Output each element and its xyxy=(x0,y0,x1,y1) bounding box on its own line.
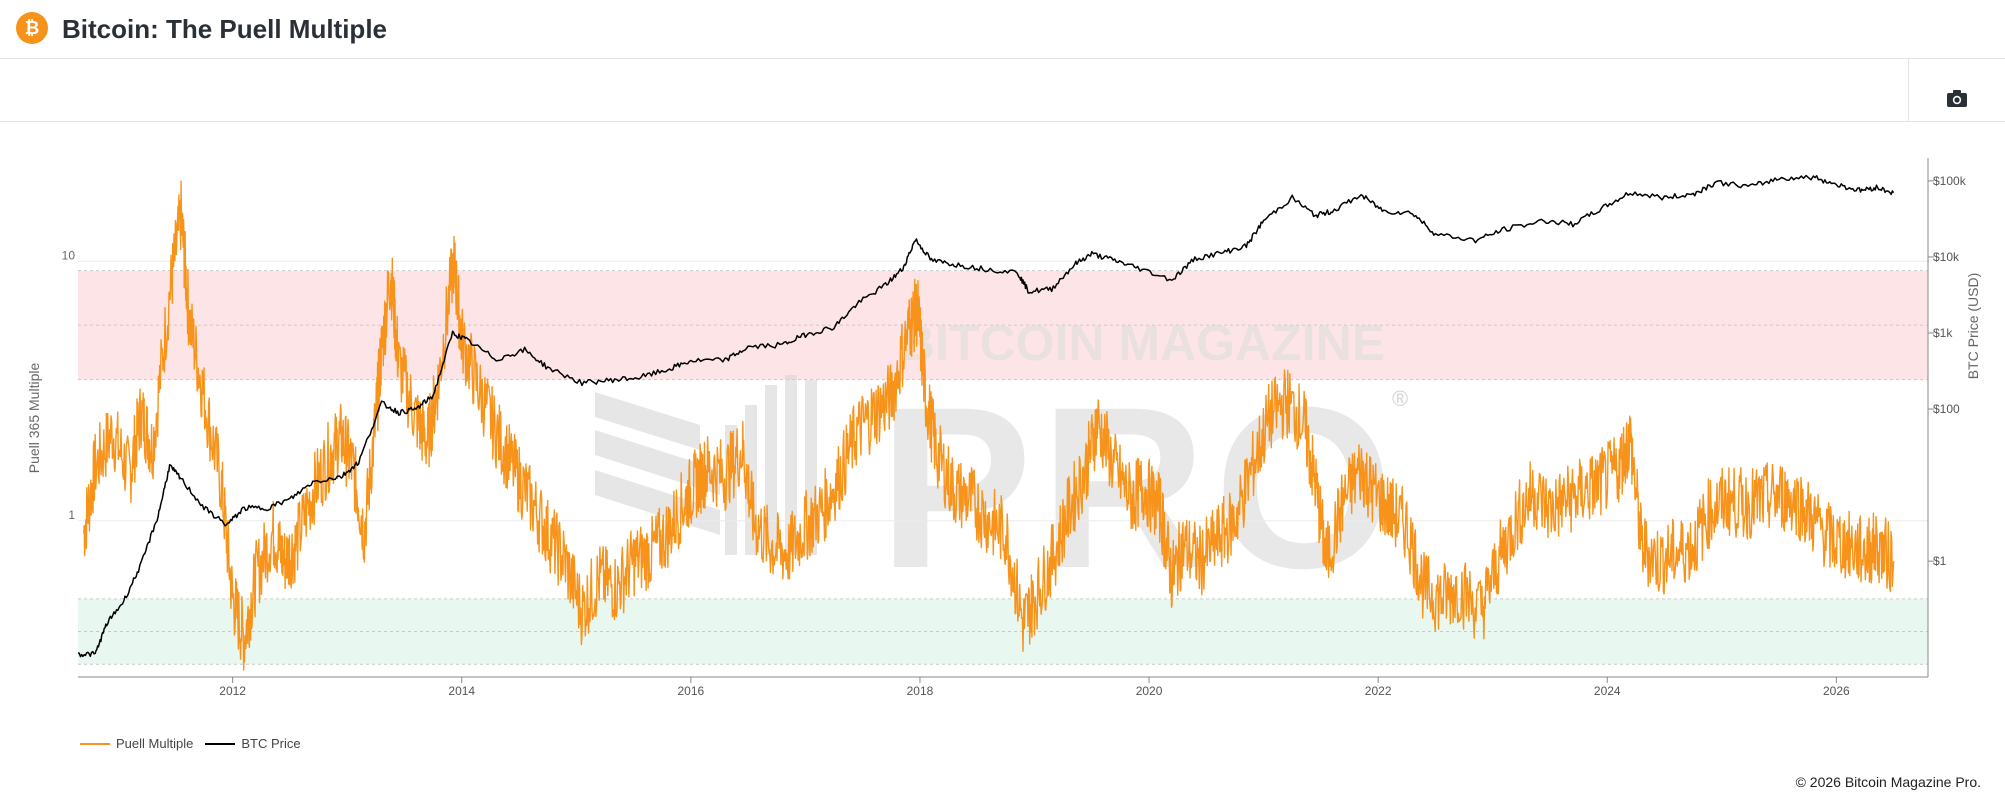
legend-swatch-btc-price xyxy=(205,742,236,745)
y-right-tick-label: $10k xyxy=(1933,250,1960,264)
x-tick-label: 2022 xyxy=(1365,684,1392,698)
series-line-btc-price xyxy=(77,174,1895,658)
y-axis-right-label: BTC Price (USD) xyxy=(1965,273,1981,380)
y-right-tick-label: $100k xyxy=(1933,174,1967,188)
puell-multiple-chart: BITCOIN MAGAZINE PRO ® 1 10 $1 $100 $1k $10k $… xyxy=(26,158,1981,698)
chart-toolbar xyxy=(0,59,2005,122)
x-tick-label: 2014 xyxy=(448,684,475,698)
y-right-tick-label: $100 xyxy=(1933,402,1960,416)
toolbar-divider xyxy=(1908,59,1909,121)
series-lines xyxy=(77,174,1895,671)
axes: 1 10 $1 $100 $1k $10k $100k 2012 2014 2016 2018 202… xyxy=(62,158,1967,698)
x-tick-label: 2024 xyxy=(1594,684,1621,698)
legend-item-puell[interactable]: Puell Multiple xyxy=(80,736,193,751)
page-header: ₿ Bitcoin: The Puell Multiple xyxy=(0,0,2005,59)
x-tick-label: 2026 xyxy=(1823,684,1850,698)
legend-label-puell: Puell Multiple xyxy=(116,736,194,751)
watermark-logo-icon xyxy=(595,375,817,555)
legend-swatch-puell xyxy=(80,742,110,745)
x-tick-label: 2018 xyxy=(907,684,934,698)
y-axis-left-label: Puell 365 Multiple xyxy=(26,363,42,474)
zone-bands xyxy=(78,270,1928,665)
bitcoin-logo-icon: ₿ xyxy=(16,12,48,44)
y-left-tick-label: 1 xyxy=(68,508,75,522)
y-left-tick-label: 10 xyxy=(62,248,76,262)
watermark-line1: BITCOIN MAGAZINE xyxy=(899,315,1385,371)
x-tick-label: 2020 xyxy=(1136,684,1163,698)
legend-item-btc-price[interactable]: BTC Price xyxy=(205,736,301,751)
camera-icon[interactable] xyxy=(1946,88,1968,108)
legend-label-btc-price: BTC Price xyxy=(241,736,301,751)
series-line-puell-multiple xyxy=(83,180,1895,671)
watermark: BITCOIN MAGAZINE PRO ® xyxy=(595,315,1408,616)
chart-legend: Puell Multiple BTC Price xyxy=(80,736,301,751)
copyright-text: © 2026 Bitcoin Magazine Pro. xyxy=(1795,774,1981,790)
x-tick-label: 2016 xyxy=(677,684,704,698)
page-title: Bitcoin: The Puell Multiple xyxy=(62,14,387,44)
y-right-tick-label: $1k xyxy=(1933,326,1953,340)
watermark-registered: ® xyxy=(1392,386,1408,411)
y-right-tick-label: $1 xyxy=(1933,554,1947,568)
x-tick-label: 2012 xyxy=(219,684,246,698)
